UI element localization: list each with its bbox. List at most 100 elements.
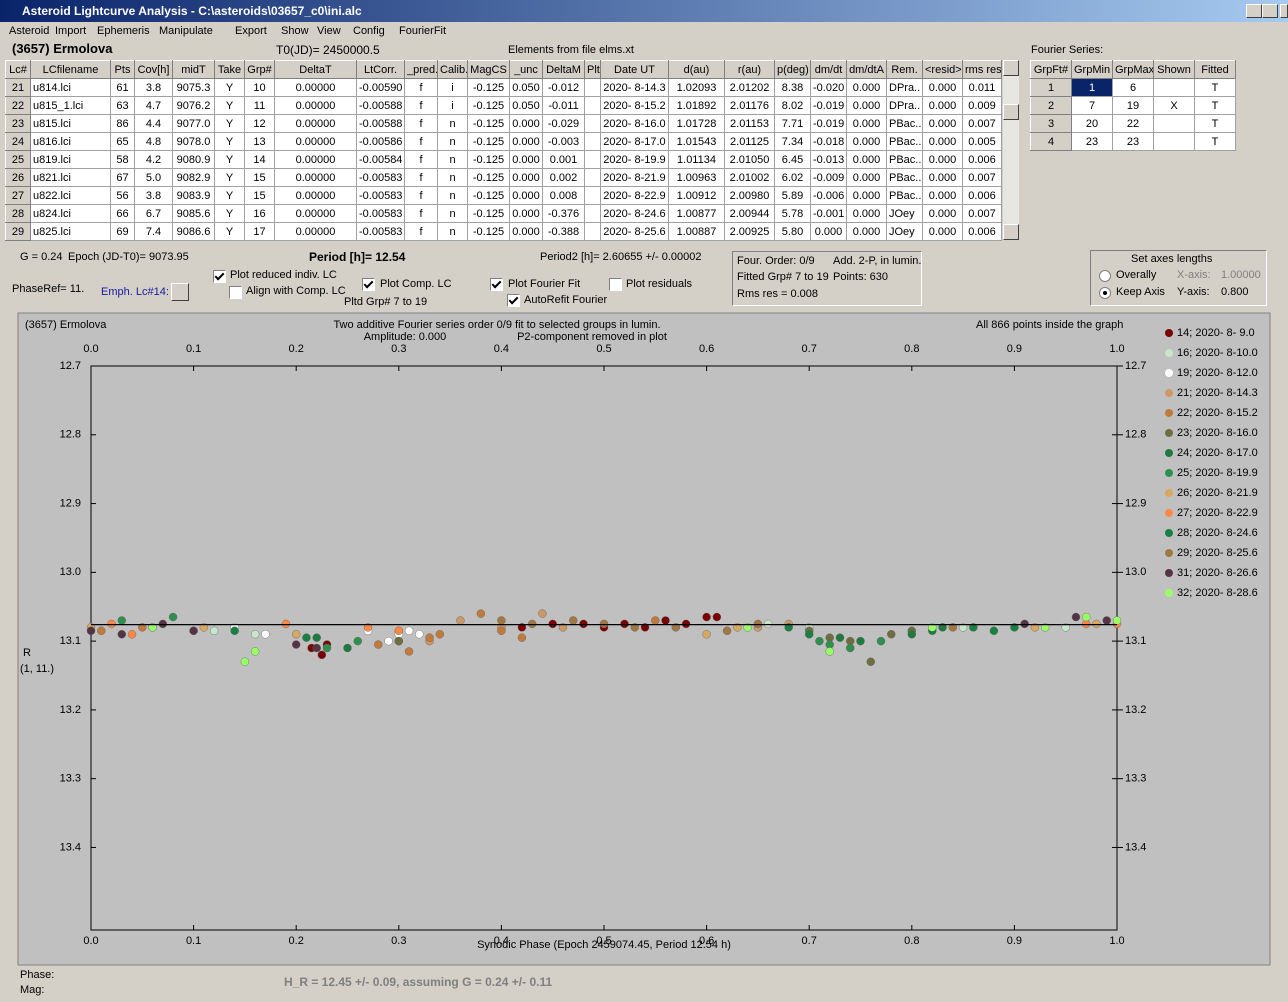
- data-point: [312, 633, 321, 642]
- maximize-button[interactable]: [1262, 4, 1278, 18]
- cell: 1.01134: [668, 150, 725, 169]
- cell: T: [1194, 78, 1236, 97]
- cell: f: [404, 96, 438, 115]
- x-tick-label: 0.0: [83, 343, 98, 355]
- cell: 21: [5, 78, 31, 97]
- cell: 0.000: [846, 222, 887, 241]
- legend-label: 27; 2020- 8-22.9: [1177, 507, 1258, 519]
- cell: -0.00583: [356, 168, 405, 187]
- menu-item[interactable]: Manipulate: [159, 25, 213, 37]
- cell: 0.011: [962, 78, 1002, 97]
- data-point: [168, 612, 178, 622]
- cell: 0.00000: [274, 96, 357, 115]
- cell: -0.125: [467, 186, 510, 205]
- cell: 4.2: [134, 150, 173, 169]
- scroll-down[interactable]: [1003, 224, 1019, 240]
- legend-marker: [1165, 329, 1173, 337]
- spin-button[interactable]: [171, 283, 189, 301]
- cell: f: [404, 186, 438, 205]
- legend-marker: [1165, 589, 1173, 597]
- cell: -0.009: [810, 168, 847, 187]
- legend-marker: [1165, 469, 1173, 477]
- radio[interactable]: [1099, 270, 1111, 282]
- data-point: [317, 650, 327, 660]
- table-row[interactable]: 22 u815_1.lci 63 4.7 9076.2 Y 11 0.00000 -0.0058…: [5, 96, 1002, 115]
- cell: -0.125: [467, 78, 510, 97]
- table-row[interactable]: 21 u814.lci 61 3.8 9075.3 Y 10 0.00000 -0.00590 f…: [5, 78, 1002, 97]
- legend-label: 31; 2020- 8-26.6: [1177, 567, 1258, 579]
- data-point: [1010, 623, 1019, 632]
- menu-item[interactable]: Import: [55, 25, 87, 37]
- data-point: [343, 643, 352, 653]
- cell: n: [437, 168, 468, 187]
- menu-item[interactable]: Show: [281, 25, 309, 37]
- checkbox[interactable]: [490, 278, 503, 291]
- table-row[interactable]: 27 u822.lci 56 3.8 9083.9 Y 15 0.00000 -0.00583 f…: [5, 186, 1002, 205]
- data-point: [250, 630, 260, 639]
- cell: -0.125: [467, 96, 510, 115]
- cell: [1153, 132, 1195, 151]
- close-button[interactable]: [1280, 4, 1288, 18]
- data-point: [517, 633, 527, 642]
- cell: PBac..: [886, 114, 923, 133]
- scroll-thumb[interactable]: [1003, 104, 1019, 120]
- cell: -0.00588: [356, 96, 405, 115]
- data-point: [969, 623, 978, 632]
- object-name: (3657) Ermolova: [12, 41, 113, 56]
- data-point: [928, 623, 937, 632]
- radio[interactable]: [1099, 287, 1111, 299]
- data-point: [250, 647, 260, 656]
- table-row[interactable]: 28 u824.lci 66 6.7 9085.6 Y 16 0.00000 -0.00583 f…: [5, 204, 1002, 223]
- data-point: [579, 619, 588, 629]
- column-header: r(au): [724, 60, 775, 79]
- cell: -0.00590: [356, 78, 405, 97]
- cell: 0.000: [846, 150, 887, 169]
- checkbox-label: Align with Comp. LC: [246, 285, 346, 297]
- cell: [584, 222, 601, 241]
- cell: 0.007: [962, 114, 1002, 133]
- checkbox[interactable]: [213, 270, 226, 283]
- data-point: [1082, 612, 1091, 622]
- data-point: [394, 626, 403, 636]
- cell: 1.00963: [668, 168, 725, 187]
- table-row[interactable]: 24 u816.lci 65 4.8 9078.0 Y 13 0.00000 -0.00586 f…: [5, 132, 1002, 151]
- menu-item[interactable]: Config: [353, 25, 385, 37]
- menu-item[interactable]: Export: [235, 25, 267, 37]
- legend-label: 14; 2020- 8- 9.0: [1177, 327, 1255, 339]
- column-header: Plt: [584, 60, 601, 79]
- menu-item[interactable]: Asteroid: [9, 25, 50, 37]
- checkbox[interactable]: [507, 294, 520, 307]
- checkbox[interactable]: [609, 278, 622, 291]
- elements-label: Elements from file elms.xt: [508, 44, 634, 56]
- data-point: [640, 623, 650, 632]
- table-row: 4 23 23 T: [1030, 132, 1236, 151]
- checkbox[interactable]: [362, 278, 375, 291]
- scrollbar[interactable]: [1003, 60, 1019, 240]
- menu-item[interactable]: FourierFit: [399, 25, 447, 37]
- checkbox[interactable]: [229, 286, 242, 299]
- radio-label: Keep Axis: [1116, 286, 1165, 298]
- menu-item[interactable]: View: [317, 25, 341, 37]
- data-point: [620, 619, 629, 629]
- table-row[interactable]: 25 u819.lci 58 4.2 9080.9 Y 14 0.00000 -0.00584 f…: [5, 150, 1002, 169]
- table-row[interactable]: 29 u825.lci 69 7.4 9086.6 Y 17 0.00000 -0.00583 f…: [5, 222, 1002, 241]
- minimize-button[interactable]: [1246, 4, 1262, 18]
- table-row[interactable]: 23 u815.lci 86 4.4 9077.0 Y 12 0.00000 -0.00588 f…: [5, 114, 1002, 133]
- table-row[interactable]: 26 u821.lci 67 5.0 9082.9 Y 15 0.00000 -0.00583 f…: [5, 168, 1002, 187]
- menu-item[interactable]: Ephemeris: [97, 25, 150, 37]
- cell: 0.050: [509, 78, 543, 97]
- data-point: [312, 643, 321, 653]
- scroll-up[interactable]: [1003, 60, 1019, 76]
- cell: 2020- 8-22.9: [600, 186, 669, 205]
- cell: 4.8: [134, 132, 173, 151]
- mag-label: Mag:: [20, 984, 45, 996]
- x-tick-label: 0.1: [186, 343, 201, 355]
- legend-marker: [1165, 369, 1173, 377]
- data-point: [702, 630, 711, 639]
- column-header: p(deg): [774, 60, 811, 79]
- window-title: Asteroid Lightcurve Analysis - C:\astero…: [22, 4, 362, 18]
- column-header: DeltaM: [542, 60, 585, 79]
- cell: 9085.6: [172, 204, 215, 223]
- cell: 2020- 8-17.0: [600, 132, 669, 151]
